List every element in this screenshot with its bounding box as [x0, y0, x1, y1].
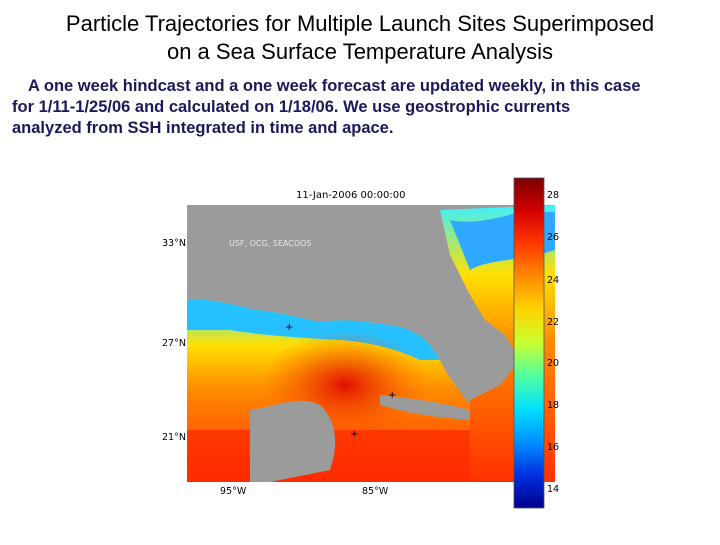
colorbar-tick-26: 26 — [547, 232, 560, 243]
launch-marker-cuba: + — [388, 390, 396, 401]
launch-sites-yucatan: + — [350, 429, 358, 440]
lat-label-33: 33°N — [162, 238, 186, 249]
cuba-land — [380, 395, 470, 420]
colorbar-tick-14: 14 — [547, 484, 560, 495]
slide-title: Particle Trajectories for Multiple Launc… — [0, 10, 720, 66]
colorbar-tick-24: 24 — [547, 275, 560, 286]
launch-sites-north: + — [285, 322, 293, 333]
launch-marker-north: + — [285, 322, 293, 333]
title-line-2: on a Sea Surface Temperature Analysis — [166, 39, 554, 64]
map-credit: USF, OCG, SEACOOS — [229, 239, 312, 248]
title-line-1: Particle Trajectories for Multiple Launc… — [65, 11, 655, 36]
colorbar-tick-22: 22 — [547, 317, 560, 328]
lat-label-21: 21°N — [162, 432, 186, 443]
launch-sites-cuba: + — [388, 390, 396, 401]
lon-label-85: 85°W — [362, 486, 389, 497]
launch-marker-yucatan: + — [350, 429, 358, 440]
lat-label-27: 27°N — [162, 338, 186, 349]
description-line-2: for 1/11-1/25/06 and calculated on 1/18/… — [12, 98, 571, 116]
map-timestamp: 11-Jan-2006 00:00:00 — [296, 190, 406, 201]
colorbar-tick-20: 20 — [547, 358, 560, 369]
colorbar-tick-18: 18 — [547, 400, 560, 411]
colorbar-tick-16: 16 — [547, 442, 560, 453]
florida-land — [430, 315, 470, 390]
colorbar — [513, 177, 545, 509]
colorbar-tick-28: 28 — [547, 190, 560, 201]
description-line-3: analyzed from SSH integrated in time and… — [12, 119, 394, 137]
description-line-1: A one week hindcast and a one week forec… — [28, 77, 641, 95]
lon-label-95: 95°W — [220, 486, 247, 497]
yucatan-land — [250, 400, 336, 482]
description-text: A one week hindcast and a one week forec… — [12, 76, 712, 139]
